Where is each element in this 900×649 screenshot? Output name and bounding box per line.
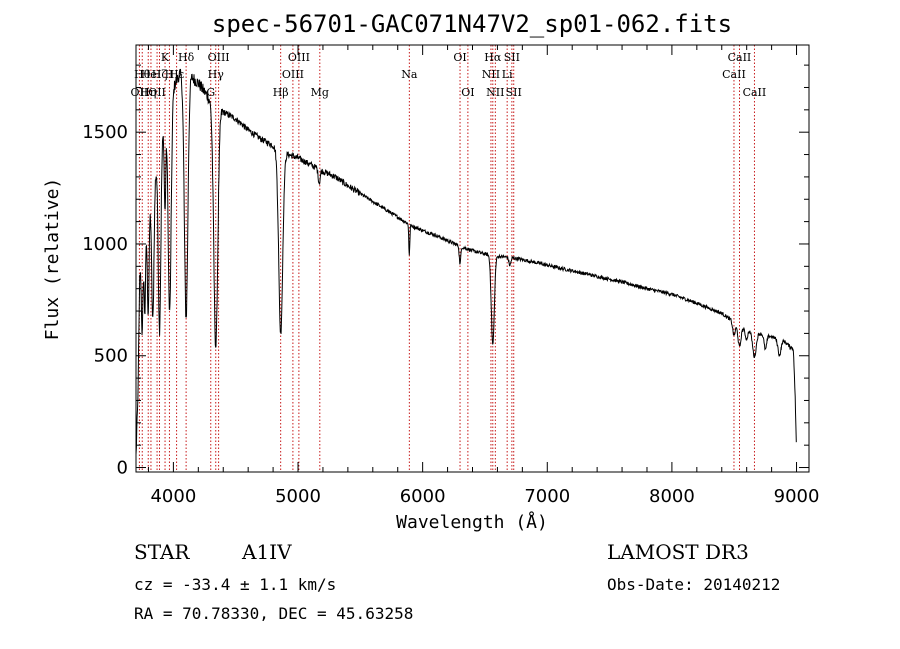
x-tick-label: 6000 <box>400 486 446 507</box>
x-axis-ticks: 4000 5000 6000 7000 8000 9000 <box>147 45 820 507</box>
x-tick-label: 4000 <box>150 486 196 507</box>
y-axis-label: Flux (relative) <box>42 178 63 341</box>
x-tick-label: 7000 <box>524 486 570 507</box>
reference-line-label: CaII <box>728 51 752 64</box>
object-subclass: A1IV <box>242 540 292 564</box>
reference-line-label: OI <box>461 86 474 99</box>
reference-line-label: G <box>206 86 215 99</box>
reference-line-label: Mg <box>311 86 329 99</box>
reference-line-label: NII <box>482 68 500 81</box>
x-tick-label: 5000 <box>275 486 321 507</box>
reference-line-label: CaII <box>743 86 767 99</box>
y-tick-label: 1500 <box>82 122 128 143</box>
reference-line-label: Hβ <box>273 86 289 99</box>
x-tick-label: 8000 <box>649 486 695 507</box>
x-axis-label: Wavelength (Å) <box>396 511 548 533</box>
reference-line-label: H <box>165 68 175 81</box>
reference-line-label: HeI <box>141 68 161 81</box>
object-class: STAR <box>134 540 190 564</box>
y-axis-ticks: 0 500 1000 1500 <box>82 64 809 479</box>
reference-line-label: CaII <box>722 68 746 81</box>
reference-line-label: Na <box>401 68 418 81</box>
reference-line-labels: OIIHθHηHeIOIIHζKHHεHδGHγOIIIHβOIIIOIIIMg… <box>131 51 767 99</box>
reference-line-label: Hγ <box>208 68 225 81</box>
survey-name: LAMOST DR3 <box>607 540 749 564</box>
chart-title: spec-56701-GAC071N47V2_sp01-062.fits <box>212 10 732 38</box>
observation-date: Obs-Date: 20140212 <box>607 575 781 594</box>
reference-line-label: Hα <box>484 51 502 64</box>
reference-line-label: Hζ <box>152 68 168 81</box>
reference-line-label: OIII <box>282 68 304 81</box>
reference-line-label: OII <box>131 86 149 99</box>
redshift-velocity: cz = -33.4 ± 1.1 km/s <box>134 575 337 594</box>
plot-frame <box>135 44 810 473</box>
reference-line-label: Hη <box>140 86 156 99</box>
reference-line-label: OI <box>453 51 466 64</box>
reference-line-label: NII <box>486 86 504 99</box>
reference-line-label: SII <box>504 51 520 64</box>
reference-lines <box>138 45 755 472</box>
reference-line-label: Hθ <box>134 68 151 81</box>
spectrum-line <box>135 68 797 455</box>
y-tick-label: 1000 <box>82 234 128 255</box>
reference-line-label: Li <box>502 68 513 81</box>
reference-line-label: Hδ <box>178 51 195 64</box>
reference-line-label: K <box>161 51 170 64</box>
coordinates: RA = 70.78330, DEC = 45.63258 <box>134 604 414 623</box>
reference-line-label: SII <box>506 86 522 99</box>
reference-line-label: OII <box>148 86 166 99</box>
reference-line-label: OIII <box>208 51 230 64</box>
x-tick-label: 9000 <box>774 486 820 507</box>
y-tick-label: 500 <box>94 346 128 367</box>
reference-line-label: OIII <box>288 51 310 64</box>
y-tick-label: 0 <box>117 458 128 479</box>
